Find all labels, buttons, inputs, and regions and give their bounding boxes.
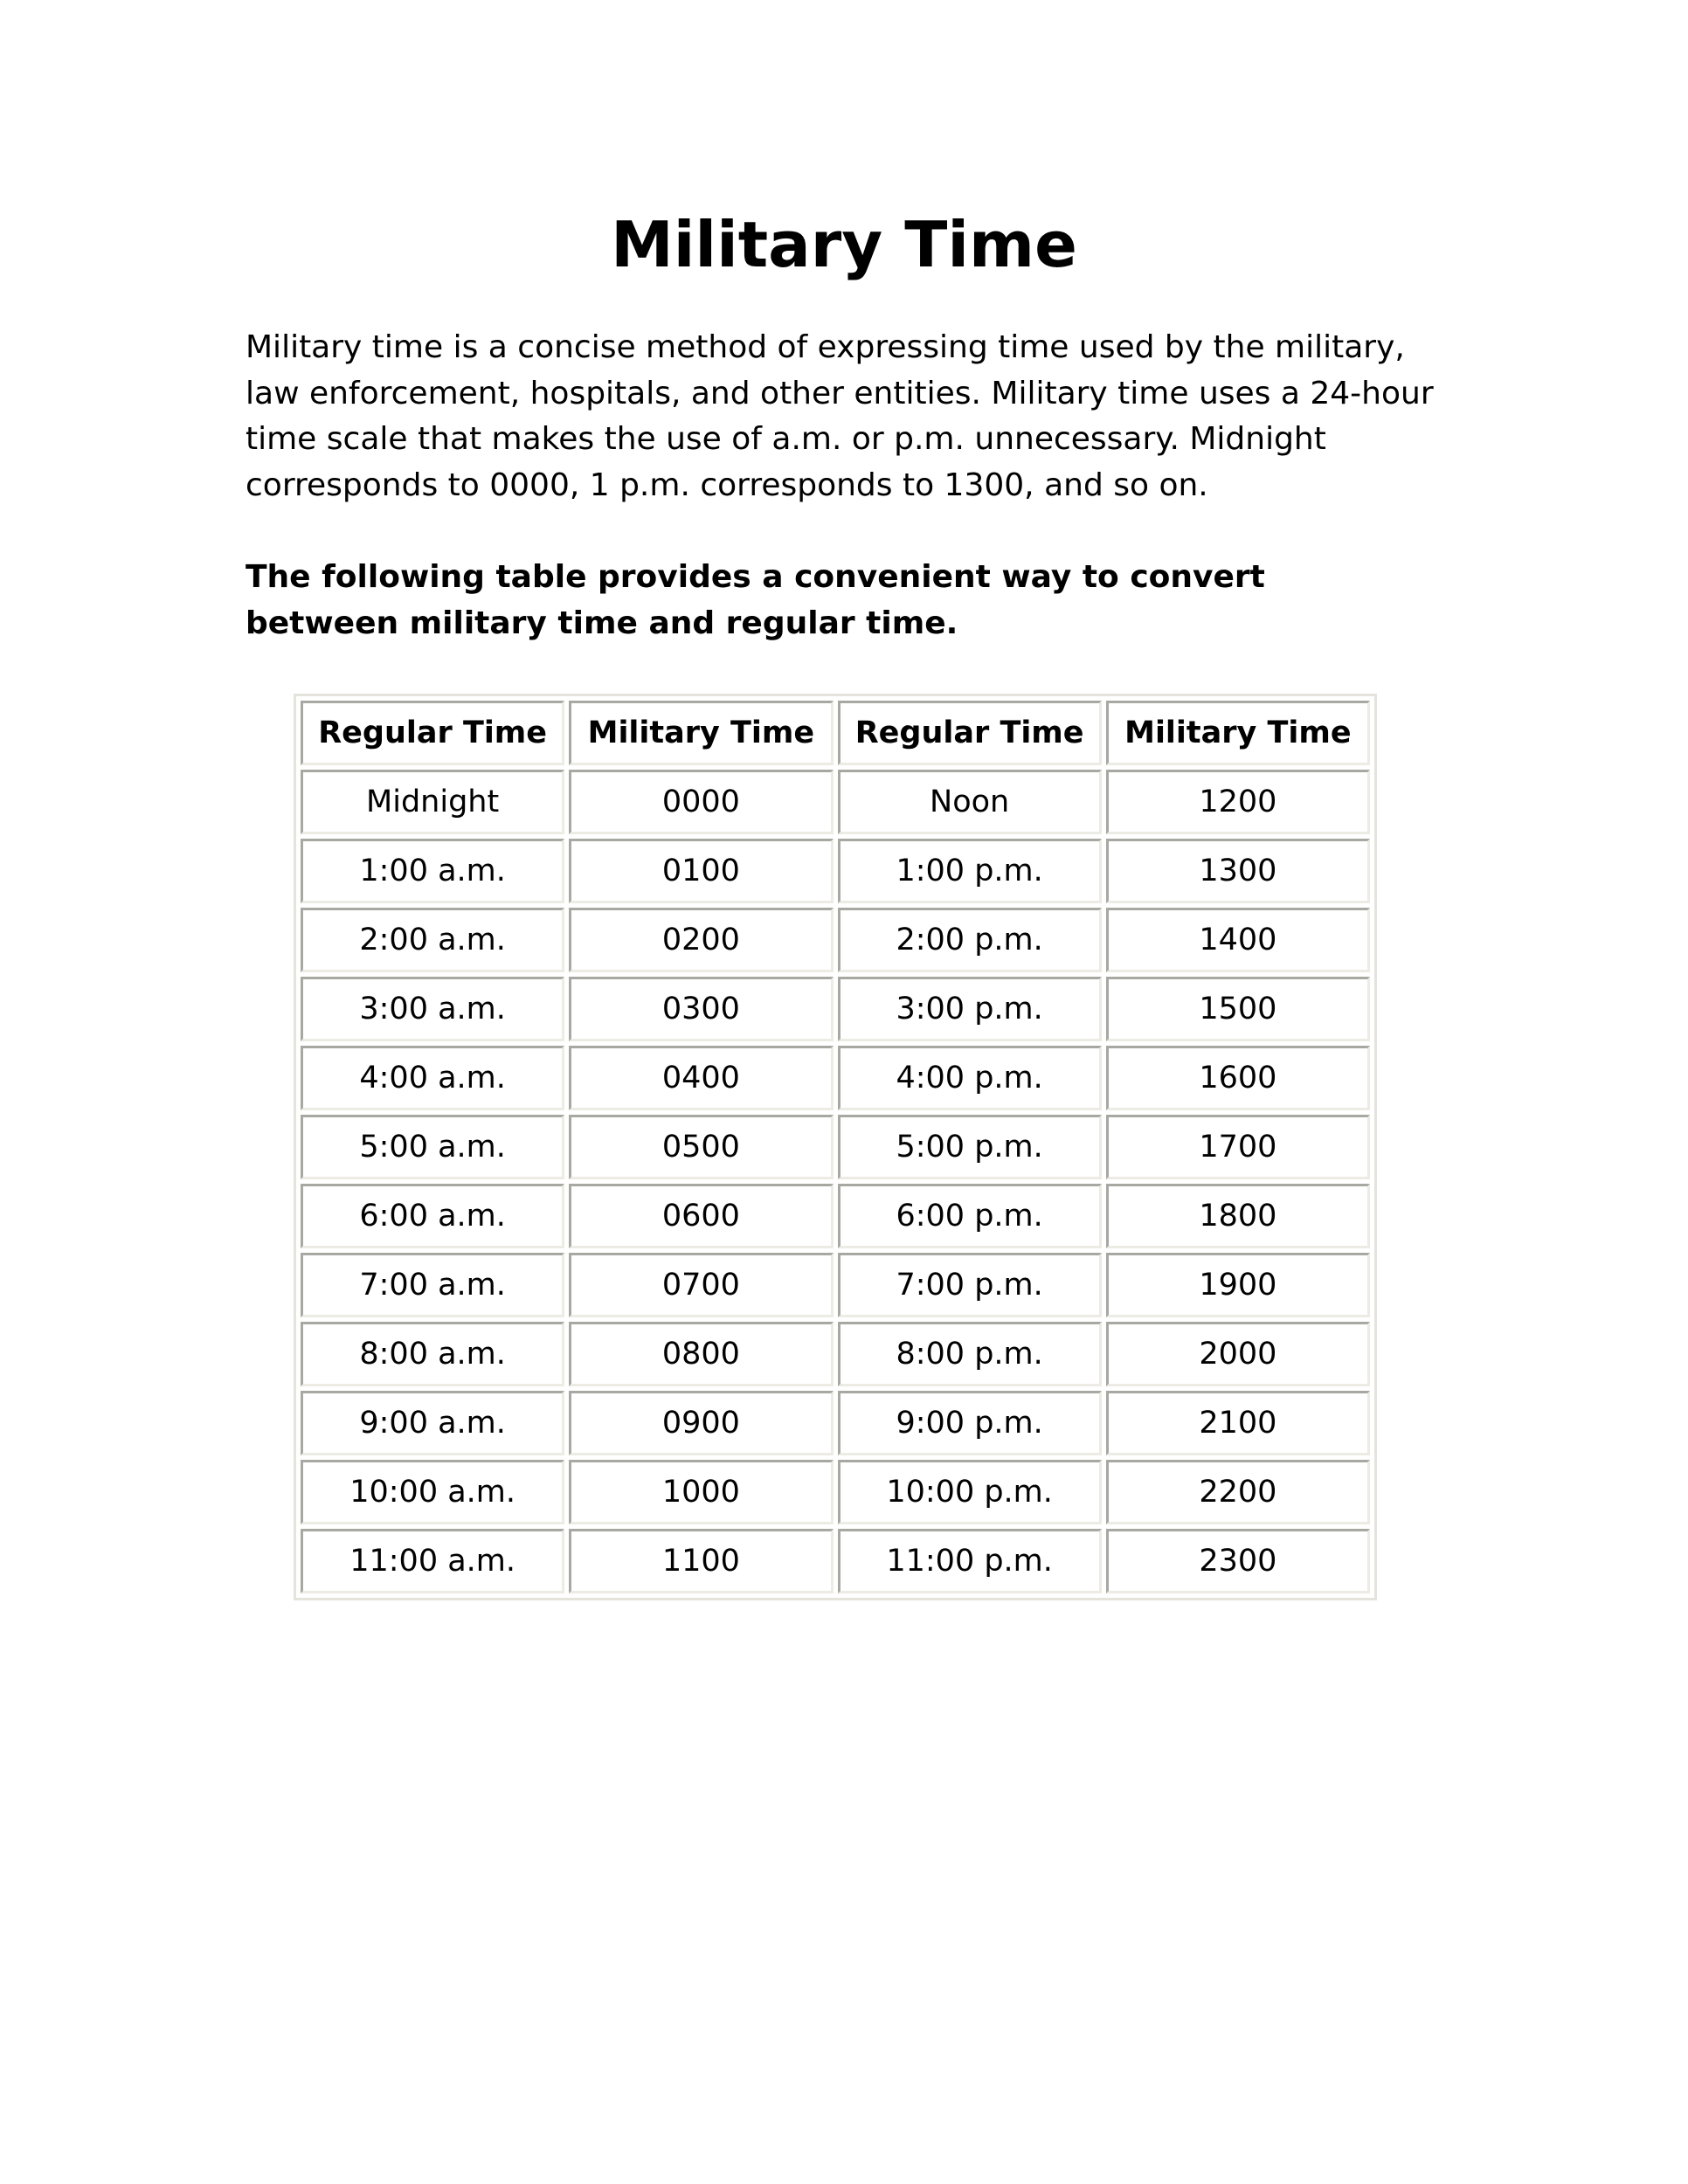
table-row: 3:00 a.m. 0300 3:00 p.m. 1500 (301, 977, 1370, 1041)
table-cell: 3:00 a.m. (301, 977, 565, 1041)
table-row: 4:00 a.m. 0400 4:00 p.m. 1600 (301, 1046, 1370, 1110)
column-header: Regular Time (837, 701, 1102, 765)
table-cell: 0500 (569, 1115, 834, 1179)
table-row: Midnight 0000 Noon 1200 (301, 770, 1370, 834)
table-lead-paragraph: The following table provides a convenien… (246, 559, 1265, 641)
column-header: Military Time (1105, 701, 1370, 765)
table-cell: 7:00 p.m. (837, 1253, 1102, 1317)
table-cell: 1800 (1105, 1184, 1370, 1248)
column-header: Regular Time (301, 701, 565, 765)
table-cell: 2:00 p.m. (837, 908, 1102, 972)
table-cell: 1300 (1105, 839, 1370, 903)
table-cell: 2100 (1105, 1391, 1370, 1455)
table-cell: 5:00 p.m. (837, 1115, 1102, 1179)
table-cell: 0100 (569, 839, 834, 903)
column-header: Military Time (569, 701, 834, 765)
table-cell: 1600 (1105, 1046, 1370, 1110)
table-cell: 1000 (569, 1460, 834, 1524)
table-cell: 0300 (569, 977, 834, 1041)
table-header-row: Regular Time Military Time Regular Time Mil… (301, 701, 1370, 765)
table-cell: 0800 (569, 1322, 834, 1386)
table-cell: 5:00 a.m. (301, 1115, 565, 1179)
intro-paragraph: Military time is a concise method of exp… (246, 329, 1434, 503)
table-cell: 2200 (1105, 1460, 1370, 1524)
table-cell: 4:00 a.m. (301, 1046, 565, 1110)
table-cell: 2300 (1105, 1529, 1370, 1593)
table-cell: 2000 (1105, 1322, 1370, 1386)
table-cell: 0600 (569, 1184, 834, 1248)
table-row: 5:00 a.m. 0500 5:00 p.m. 1700 (301, 1115, 1370, 1179)
table-cell: 10:00 p.m. (837, 1460, 1102, 1524)
table-cell: 1500 (1105, 977, 1370, 1041)
table-cell: 1400 (1105, 908, 1370, 972)
table-cell: 1:00 a.m. (301, 839, 565, 903)
table-row: 11:00 a.m. 1100 11:00 p.m. 2300 (301, 1529, 1370, 1593)
table-row: 7:00 a.m. 0700 7:00 p.m. 1900 (301, 1253, 1370, 1317)
table-cell: 6:00 a.m. (301, 1184, 565, 1248)
table-cell: 1700 (1105, 1115, 1370, 1179)
table-cell: 8:00 a.m. (301, 1322, 565, 1386)
table-row: 2:00 a.m. 0200 2:00 p.m. 1400 (301, 908, 1370, 972)
table-cell: 4:00 p.m. (837, 1046, 1102, 1110)
table-cell: 0400 (569, 1046, 834, 1110)
table-cell: 0200 (569, 908, 834, 972)
table-cell: 0700 (569, 1253, 834, 1317)
table-cell: 0000 (569, 770, 834, 834)
table-cell: 1900 (1105, 1253, 1370, 1317)
table-cell: 0900 (569, 1391, 834, 1455)
table-row: 6:00 a.m. 0600 6:00 p.m. 1800 (301, 1184, 1370, 1248)
table-cell: 8:00 p.m. (837, 1322, 1102, 1386)
page-title: Military Time (611, 208, 1077, 281)
table-cell: 1:00 p.m. (837, 839, 1102, 903)
table-row: 1:00 a.m. 0100 1:00 p.m. 1300 (301, 839, 1370, 903)
table-cell: 9:00 a.m. (301, 1391, 565, 1455)
table-cell: 3:00 p.m. (837, 977, 1102, 1041)
table-row: 9:00 a.m. 0900 9:00 p.m. 2100 (301, 1391, 1370, 1455)
table-row: 10:00 a.m. 1000 10:00 p.m. 2200 (301, 1460, 1370, 1524)
table-row: 8:00 a.m. 0800 8:00 p.m. 2000 (301, 1322, 1370, 1386)
table-cell: 1100 (569, 1529, 834, 1593)
conversion-table: Regular Time Military Time Regular Time Mil… (294, 694, 1377, 1600)
table-cell: 2:00 a.m. (301, 908, 565, 972)
table-cell: 7:00 a.m. (301, 1253, 565, 1317)
table-cell: 9:00 p.m. (837, 1391, 1102, 1455)
table-cell: Midnight (301, 770, 565, 834)
table-cell: 11:00 p.m. (837, 1529, 1102, 1593)
table-cell: 10:00 a.m. (301, 1460, 565, 1524)
table-cell: 1200 (1105, 770, 1370, 834)
table-cell: 6:00 p.m. (837, 1184, 1102, 1248)
table-cell: 11:00 a.m. (301, 1529, 565, 1593)
table-cell: Noon (837, 770, 1102, 834)
